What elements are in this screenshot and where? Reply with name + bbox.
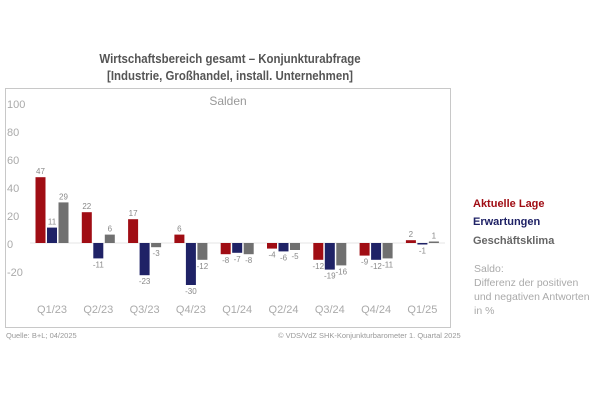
source: Quelle: B+L; 04/2025 xyxy=(6,331,77,340)
bar xyxy=(405,240,416,243)
bar xyxy=(313,243,324,260)
data-label: -1 xyxy=(419,247,427,256)
data-label: 29 xyxy=(59,192,68,201)
bar xyxy=(81,212,92,243)
data-label: 47 xyxy=(36,167,45,176)
bar xyxy=(139,243,150,276)
bar xyxy=(278,243,289,252)
data-label: 6 xyxy=(177,225,182,234)
note-line: in % xyxy=(474,305,495,317)
bar xyxy=(128,219,139,243)
bar xyxy=(185,243,196,285)
data-label: -7 xyxy=(234,255,242,264)
data-label: -5 xyxy=(291,252,299,261)
y-tick-label: 60 xyxy=(7,155,19,167)
data-label: -30 xyxy=(185,287,197,296)
bar xyxy=(382,243,393,259)
chart-subtitle: Salden xyxy=(209,94,246,108)
y-tick-label: 80 xyxy=(7,127,19,139)
title-line-1: Wirtschaftsbereich gesamt – Konjunkturab… xyxy=(99,51,361,66)
x-tick-label: Q1/23 xyxy=(37,304,67,316)
bar xyxy=(220,243,231,255)
bar xyxy=(428,241,439,243)
note-line: Differenz der positiven xyxy=(474,277,579,289)
data-label: -4 xyxy=(268,251,276,260)
bar xyxy=(324,243,335,270)
data-label: -12 xyxy=(197,262,209,271)
data-label: -8 xyxy=(245,256,253,265)
data-label: -9 xyxy=(361,258,369,267)
bar xyxy=(104,234,115,243)
y-tick-label: 0 xyxy=(7,239,13,251)
bar xyxy=(197,243,208,260)
bar xyxy=(267,243,277,249)
data-label: -12 xyxy=(313,262,325,271)
y-tick-label: -20 xyxy=(7,267,23,279)
data-label: -12 xyxy=(370,262,382,271)
x-tick-label: Q3/24 xyxy=(315,304,345,316)
bar xyxy=(417,243,428,245)
x-tick-label: Q4/23 xyxy=(176,304,206,316)
x-tick-label: Q2/23 xyxy=(83,304,113,316)
bar xyxy=(35,177,46,243)
bar xyxy=(290,243,300,250)
x-tick-label: Q2/24 xyxy=(269,304,299,316)
data-label: -11 xyxy=(382,260,394,269)
x-tick-label: Q4/24 xyxy=(361,304,391,316)
bar xyxy=(93,243,104,259)
data-label: -23 xyxy=(139,277,151,286)
y-tick-label: 100 xyxy=(7,99,25,111)
legend-erwartungen: Erwartungen xyxy=(473,216,541,228)
y-tick-label: 20 xyxy=(7,211,19,223)
data-label: 1 xyxy=(432,232,437,241)
note-line: und negativen Antworten xyxy=(474,291,590,303)
chart-title: Wirtschaftsbereich gesamt – Konjunkturab… xyxy=(28,50,433,84)
bar xyxy=(232,243,243,253)
y-tick-label: 40 xyxy=(7,183,19,195)
data-label: 17 xyxy=(129,209,138,218)
data-label: 2 xyxy=(409,230,414,239)
x-tick-label: Q1/24 xyxy=(222,304,252,316)
bar xyxy=(243,243,254,255)
copyright: © VDS/VdZ SHK-Konjunkturbarometer 1. Qua… xyxy=(278,331,461,340)
data-label: -8 xyxy=(222,256,230,265)
data-label: -19 xyxy=(324,272,336,281)
data-label: 6 xyxy=(108,225,113,234)
saldo-note: Saldo: Differenz der positiven und negat… xyxy=(474,262,600,318)
plot-frame xyxy=(5,88,451,328)
bar xyxy=(336,243,347,266)
data-label: 22 xyxy=(82,202,91,211)
data-label: -6 xyxy=(280,253,288,262)
data-label: -11 xyxy=(93,260,105,269)
legend-geschaeftsklima: Geschäftsklima xyxy=(473,235,555,247)
bar xyxy=(47,227,57,243)
bar xyxy=(151,243,162,248)
data-label: 11 xyxy=(48,218,57,227)
data-label: -3 xyxy=(153,249,161,258)
bar xyxy=(371,243,382,260)
bar xyxy=(174,234,185,243)
legend-aktuelle-lage: Aktuelle Lage xyxy=(473,198,545,210)
data-label: -16 xyxy=(336,267,348,276)
x-tick-label: Q1/25 xyxy=(407,304,437,316)
x-tick-label: Q3/23 xyxy=(130,304,160,316)
note-line: Saldo: xyxy=(474,263,504,275)
bar xyxy=(58,202,69,243)
bar xyxy=(359,243,370,256)
title-line-2: [Industrie, Großhandel, install. Unterne… xyxy=(107,68,353,83)
bar-chart: Salden 100 80 60 40 20 0 -20 Q1/23 47 11 29 Q2/23 22 -… xyxy=(7,94,445,316)
